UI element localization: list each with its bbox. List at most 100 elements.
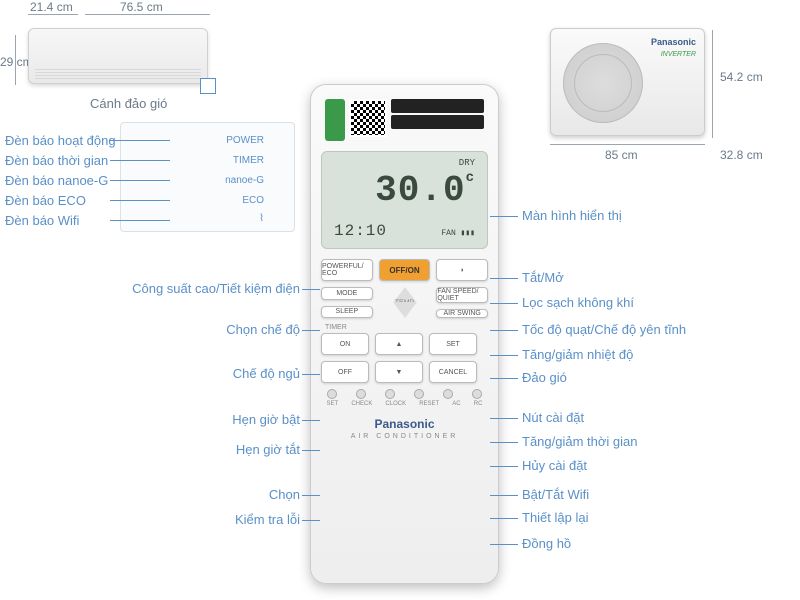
indicator-zoom-box bbox=[200, 78, 216, 94]
pin-lbl: CHECK bbox=[351, 401, 372, 407]
callout-line bbox=[490, 355, 518, 356]
outdoor-unit: Panasonic INVERTER bbox=[550, 28, 705, 136]
callout-line bbox=[302, 495, 320, 496]
remote-brand: Panasonic bbox=[321, 417, 488, 431]
panel-power: POWER bbox=[226, 135, 264, 146]
callout-right: Hủy cài đặt bbox=[522, 458, 587, 473]
timer-down-button[interactable]: ▼ bbox=[375, 361, 423, 383]
panel-eco: ECO bbox=[242, 195, 264, 206]
line bbox=[110, 180, 170, 181]
set-pin[interactable] bbox=[327, 389, 337, 399]
panel-wifi-icon: ⌇ bbox=[259, 213, 264, 224]
callout-line bbox=[490, 216, 518, 217]
sleep-button[interactable]: SLEEP bbox=[321, 306, 373, 319]
callout-line bbox=[302, 289, 320, 290]
lcd-screen: DRY 30.0c 12:10 FAN ▮▮▮ bbox=[321, 151, 488, 249]
timer-up-button[interactable]: ▲ bbox=[375, 333, 423, 355]
panel-nanoe: nanoe-G bbox=[225, 175, 264, 186]
callout-line bbox=[302, 374, 320, 375]
lcd-mode: DRY bbox=[459, 158, 475, 168]
callout-line bbox=[490, 518, 518, 519]
pin-lbl: CLOCK bbox=[385, 401, 406, 407]
lcd-temp: 30.0c bbox=[375, 170, 475, 211]
mode-button[interactable]: MODE bbox=[321, 287, 373, 300]
temp-pad[interactable]: TEMP bbox=[379, 287, 431, 318]
callout-line bbox=[490, 303, 518, 304]
timer-on-button[interactable]: ON bbox=[321, 333, 369, 355]
callout-right: Tắt/Mở bbox=[522, 270, 564, 285]
dim-od: 32.8 cm bbox=[720, 148, 763, 162]
line bbox=[110, 140, 170, 141]
timer-cancel-button[interactable]: CANCEL bbox=[429, 361, 477, 383]
check-pin[interactable] bbox=[356, 389, 366, 399]
callout-line bbox=[490, 330, 518, 331]
callout-line bbox=[490, 442, 518, 443]
lbl-nanoe: Đèn báo nanoe-G bbox=[5, 173, 108, 188]
remote-sub: AIR CONDITIONER bbox=[321, 433, 488, 440]
callout-right: Tăng/giảm thời gian bbox=[522, 434, 637, 449]
dim-line bbox=[712, 30, 713, 138]
callout-left: Hẹn giờ tắt bbox=[236, 442, 300, 457]
callout-line bbox=[302, 520, 320, 521]
callout-right: Tăng/giảm nhiệt độ bbox=[522, 347, 633, 362]
airswing-button[interactable]: AIR SWING bbox=[436, 309, 488, 318]
dim-line bbox=[85, 14, 210, 15]
air-clean-button[interactable]: ◗ bbox=[436, 259, 488, 281]
callout-right: Bật/Tắt Wifi bbox=[522, 487, 589, 502]
dim-ow: 85 cm bbox=[605, 148, 638, 162]
ac-pin[interactable] bbox=[443, 389, 453, 399]
callout-right: Thiết lập lại bbox=[522, 510, 588, 525]
callout-right: Nút cài đặt bbox=[522, 410, 584, 425]
outdoor-brand: Panasonic bbox=[651, 37, 696, 47]
dim-depth: 21.4 cm bbox=[30, 0, 73, 14]
callout-left: Công suất cao/Tiết kiệm điện bbox=[132, 281, 300, 296]
temp-down-icon[interactable] bbox=[393, 302, 417, 318]
rc-pin[interactable] bbox=[472, 389, 482, 399]
dim-oh: 54.2 cm bbox=[720, 70, 763, 84]
callout-line bbox=[490, 495, 518, 496]
timer-set-button[interactable]: SET bbox=[429, 333, 477, 355]
lbl-eco: Đèn báo ECO bbox=[5, 193, 86, 208]
callout-left: Hẹn giờ bật bbox=[232, 412, 300, 427]
callout-line bbox=[490, 278, 518, 279]
callout-line bbox=[490, 418, 518, 419]
fan-icon bbox=[563, 43, 643, 123]
callout-line bbox=[490, 378, 518, 379]
lbl-power: Đèn báo hoạt động bbox=[5, 133, 116, 148]
powerful-eco-button[interactable]: POWERFUL/ ECO bbox=[321, 259, 373, 281]
indicator-panel: POWER TIMER nanoe-G ECO ⌇ bbox=[120, 122, 295, 232]
pin-lbl: RESET bbox=[419, 401, 439, 407]
fanspeed-button[interactable]: FAN SPEED/ QUIET bbox=[436, 287, 488, 303]
clock-pin[interactable] bbox=[385, 389, 395, 399]
lbl-wifi: Đèn báo Wifi bbox=[5, 213, 79, 228]
panel-timer: TIMER bbox=[233, 155, 264, 166]
callout-line bbox=[302, 330, 320, 331]
reset-pin[interactable] bbox=[414, 389, 424, 399]
pin-lbl: AC bbox=[452, 401, 460, 407]
swing-label: Cánh đảo gió bbox=[90, 96, 167, 111]
pin-lbl: SET bbox=[327, 401, 339, 407]
callout-right: Tốc độ quạt/Chế độ yên tĩnh bbox=[522, 322, 686, 337]
callout-right: Lọc sạch không khí bbox=[522, 295, 634, 310]
lbl-timer: Đèn báo thời gian bbox=[5, 153, 108, 168]
line bbox=[110, 220, 170, 221]
remote-control: DRY 30.0c 12:10 FAN ▮▮▮ POWERFUL/ ECO OF… bbox=[310, 84, 499, 584]
callout-right: Đảo gió bbox=[522, 370, 567, 385]
qr-code-icon bbox=[349, 99, 387, 137]
outdoor-inverter: INVERTER bbox=[661, 51, 696, 58]
callout-line bbox=[302, 420, 320, 421]
lcd-time: 12:10 bbox=[334, 222, 387, 240]
callout-line bbox=[302, 450, 320, 451]
dim-line bbox=[28, 14, 78, 15]
callout-right: Đồng hồ bbox=[522, 536, 571, 551]
callout-line bbox=[490, 544, 518, 545]
remote-header bbox=[321, 95, 488, 145]
callout-line bbox=[490, 466, 518, 467]
line bbox=[110, 200, 170, 201]
lcd-fan: FAN ▮▮▮ bbox=[441, 228, 475, 238]
callout-left: Kiểm tra lỗi bbox=[235, 512, 300, 527]
timer-off-button[interactable]: OFF bbox=[321, 361, 369, 383]
onoff-button[interactable]: OFF/ON bbox=[379, 259, 431, 281]
indoor-unit bbox=[28, 28, 208, 84]
callout-left: Chọn bbox=[269, 487, 300, 502]
